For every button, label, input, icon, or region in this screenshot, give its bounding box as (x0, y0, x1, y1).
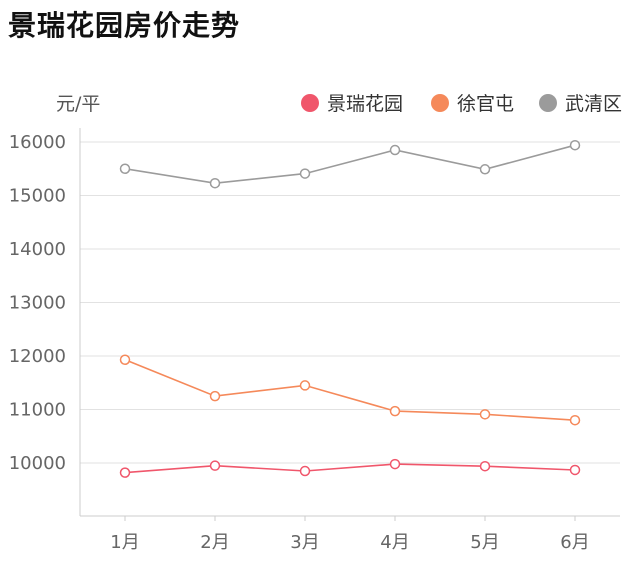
legend-item: 景瑞花园 (301, 93, 403, 115)
series-1-point (569, 414, 581, 426)
y-tick-label: 13000 (9, 293, 66, 314)
series-1-point (479, 409, 491, 420)
series-1-point (209, 390, 221, 402)
y-tick-label: 15000 (9, 186, 66, 207)
series-line-1 (124, 358, 576, 421)
series-2-point (389, 144, 401, 156)
legend-label: 武清区 (565, 93, 622, 115)
y-tick-label: 16000 (9, 132, 66, 153)
y-axis-unit-label: 元/平 (56, 93, 100, 115)
legend-label: 景瑞花园 (327, 93, 403, 115)
legend-marker (431, 94, 449, 112)
y-tick-label: 12000 (9, 346, 66, 367)
legend-marker (539, 94, 557, 112)
series-0-point (209, 460, 221, 471)
series-line-2 (124, 144, 576, 185)
series-2-point (479, 164, 491, 175)
series-0-point (389, 458, 401, 470)
x-tick-label: 1月 (110, 532, 139, 553)
series-2-point (569, 139, 581, 151)
series-2-point (299, 168, 311, 179)
chart-title: 景瑞花园房价走势 (8, 9, 241, 42)
series-1-point (389, 405, 401, 417)
series-1-point (299, 380, 311, 391)
y-tick-label: 11000 (9, 400, 66, 421)
series-2-point (209, 177, 221, 189)
y-tick-label: 10000 (9, 453, 66, 474)
y-tick-label: 14000 (9, 239, 66, 260)
x-tick-label: 3月 (290, 532, 319, 553)
legend-label: 徐官屯 (457, 93, 514, 115)
legend-marker (301, 94, 319, 112)
x-tick-label: 2月 (200, 532, 229, 553)
series-line-0 (124, 463, 576, 474)
series-1-point (119, 354, 131, 365)
series-0-point (299, 465, 311, 477)
x-tick-label: 4月 (380, 532, 409, 553)
series-0-point (569, 464, 581, 476)
series-2-point (119, 163, 131, 174)
x-tick-label: 6月 (560, 532, 589, 553)
x-tick-label: 5月 (470, 532, 499, 553)
series-0-point (479, 460, 491, 472)
legend-item: 徐官屯 (431, 93, 514, 115)
legend-item: 武清区 (539, 93, 622, 115)
series-0-point (119, 467, 131, 478)
